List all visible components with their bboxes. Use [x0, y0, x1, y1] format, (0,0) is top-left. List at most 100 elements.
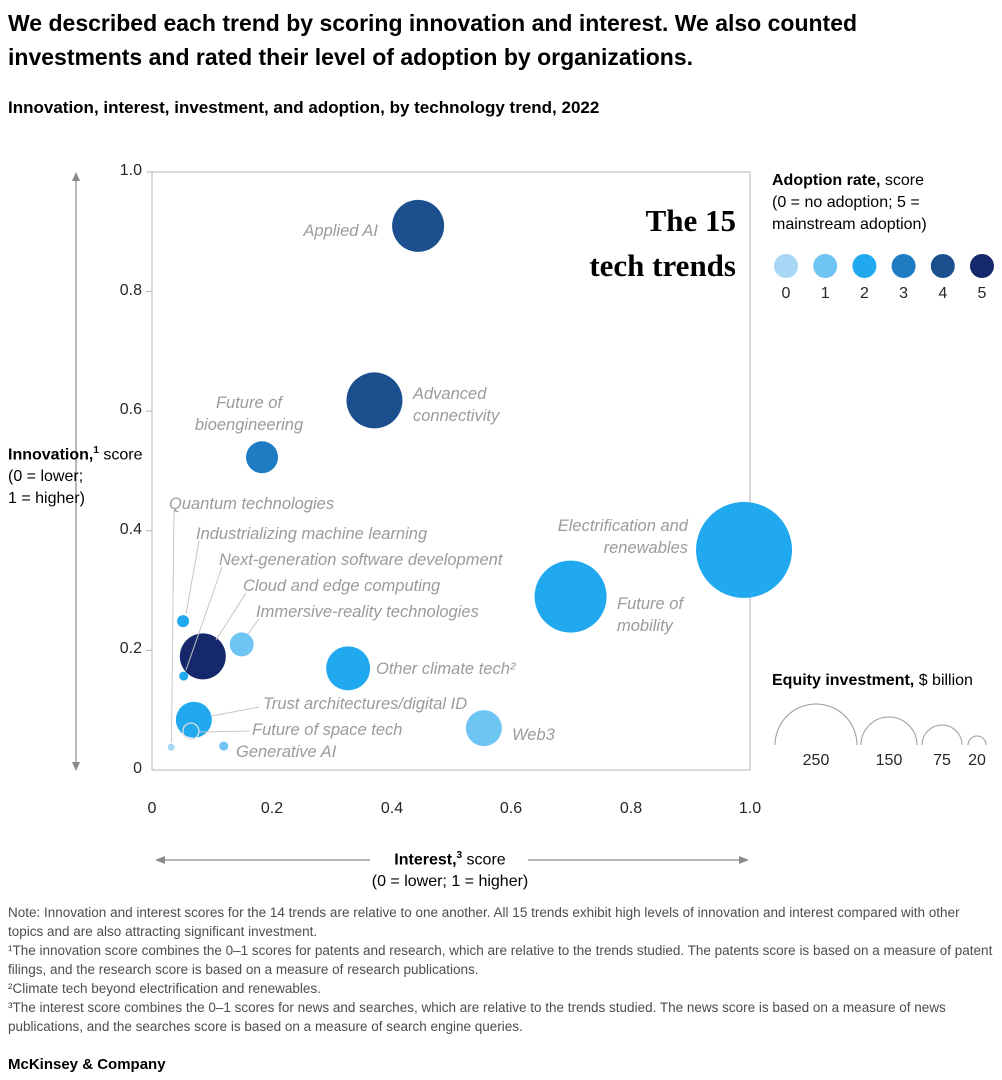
- x-tick-1.0: 1.0: [738, 800, 762, 817]
- label-web3: Web3: [512, 726, 555, 744]
- label-trust-architectures-digital-id: Trust architectures/digital ID: [263, 695, 468, 713]
- label-quantum-technologies: Quantum technologies: [169, 495, 335, 513]
- y-axis-subtitle-line1: (0 = lower;: [8, 468, 84, 486]
- adoption-dot-1: [813, 254, 838, 278]
- adoption-score-label-2: 2: [860, 285, 869, 302]
- label-applied-ai: Applied AI: [303, 222, 378, 240]
- label-advanced-connectivity: Advanced connectivity: [413, 385, 500, 425]
- adoption-dot-5: [970, 254, 994, 278]
- y-axis-title: Innovation,1 score (0 = lower; 1 = highe…: [8, 440, 150, 510]
- bubble-layer: [167, 199, 793, 751]
- label-immersive-reality-technologies: Immersive-reality technologies: [256, 603, 479, 621]
- x-axis-arrow-left-icon: [155, 856, 165, 864]
- callout-next-generation-software-development: [185, 566, 223, 671]
- y-axis-arrow-down-icon: [72, 762, 80, 771]
- callout-quantum-technologies: [171, 509, 175, 743]
- adoption-score-label-1: 1: [821, 285, 830, 302]
- equity-label-250: 250: [803, 752, 830, 769]
- y-axis-title-bold: Innovation,: [8, 446, 94, 464]
- label-generative-ai: Generative AI: [236, 743, 337, 761]
- x-tick-0.8: 0.8: [619, 800, 643, 817]
- bubble-future-of-mobility: [534, 560, 607, 633]
- bubble-advanced-connectivity: [346, 372, 403, 429]
- label-cloud-and-edge-computing: Cloud and edge computing: [243, 577, 441, 595]
- footnotes: Note: Innovation and interest scores for…: [8, 903, 996, 1036]
- x-axis-title-bold: Interest,: [394, 851, 457, 869]
- adoption-score-label-5: 5: [978, 285, 987, 302]
- y-tick-0.2: 0.2: [119, 640, 142, 657]
- equity-legend-title: Equity investment, $ billion: [772, 670, 1002, 692]
- y-tick-0.4: 0.4: [119, 521, 142, 538]
- bubble-other-climate-tech: [326, 646, 371, 691]
- callout-lines: [171, 509, 260, 743]
- bubble-trust-architectures-digital-id: [175, 701, 212, 738]
- page-title: We described each trend by scoring innov…: [8, 10, 858, 70]
- equity-label-75: 75: [933, 752, 951, 769]
- adoption-legend-title-bold: Adoption rate,: [772, 172, 881, 189]
- adoption-legend-line2: (0 = no adoption; 5 =: [772, 194, 920, 211]
- footnote-2: ²Climate tech beyond electrification and…: [8, 981, 321, 996]
- label-other-climate-tech: Other climate tech²: [376, 660, 516, 678]
- label-future-of-bioengineering: Future of bioengineering: [194, 394, 304, 434]
- label-next-generation-software-development: Next-generation software development: [219, 551, 503, 569]
- bubble-immersive-reality-technologies: [229, 632, 254, 657]
- x-axis-title: Interest,3 score (0 = lower; 1 = higher): [330, 845, 570, 893]
- plot-title: The 15 tech trends: [480, 198, 736, 288]
- y-axis-arrow-up-icon: [72, 172, 80, 181]
- y-axis-title-rest: score: [98, 446, 143, 464]
- y-tick-0.8: 0.8: [119, 282, 142, 299]
- equity-arc-20: [967, 735, 987, 746]
- footnote-1: ¹The innovation score combines the 0–1 s…: [8, 943, 993, 977]
- plot-border: [151, 171, 751, 771]
- adoption-dot-3: [891, 254, 916, 278]
- adoption-legend-dots: 0 1 2 3 4 5: [774, 254, 994, 302]
- equity-label-20: 20: [968, 752, 986, 769]
- x-tick-0.6: 0.6: [499, 800, 523, 817]
- label-future-of-mobility: Future of mobility: [617, 595, 684, 635]
- adoption-dot-4: [930, 254, 955, 278]
- y-axis-subtitle-line2: 1 = higher): [8, 490, 85, 508]
- adoption-legend-title: Adoption rate, score (0 = no adoption; 5…: [772, 170, 997, 236]
- equity-arc-250: [774, 703, 858, 746]
- plot-title-line2: tech trends: [589, 248, 736, 283]
- y-axis-ticks: [146, 171, 152, 651]
- bubble-industrializing-machine-learning: [177, 615, 190, 628]
- footnote-note: Note: Innovation and interest scores for…: [8, 905, 960, 939]
- bubble-cloud-and-edge-computing: [179, 633, 226, 680]
- bubble-applied-ai: [392, 199, 445, 252]
- adoption-legend-title-rest: score: [880, 172, 925, 189]
- bubble-next-generation-software-development: [179, 671, 189, 681]
- label-industrializing-machine-learning: Industrializing machine learning: [196, 525, 428, 543]
- bubble-generative-ai: [219, 741, 229, 751]
- callout-future-of-space-tech: [198, 730, 251, 733]
- equity-arc-75: [921, 724, 963, 746]
- label-future-of-space-tech: Future of space tech: [252, 721, 403, 739]
- label-electrification-and-renewables: Electrification and renewables: [557, 517, 688, 557]
- callout-cloud-and-edge-computing: [215, 592, 247, 641]
- axis-arrows: [72, 172, 749, 864]
- equity-label-150: 150: [876, 752, 903, 769]
- brand-footer: McKinsey & Company: [8, 1056, 166, 1073]
- x-axis-subtitle: (0 = lower; 1 = higher): [371, 873, 529, 891]
- x-tick-0.2: 0.2: [260, 800, 284, 817]
- x-tick-0: 0: [147, 800, 157, 817]
- y-axis-footnote-marker: 1: [93, 445, 99, 456]
- callout-industrializing-machine-learning: [185, 540, 200, 615]
- adoption-dot-0: [774, 254, 798, 278]
- bubble-quantum-technologies: [167, 743, 175, 751]
- bubble-electrification-and-renewables: [696, 501, 793, 598]
- equity-legend-arcs: 250 150 75 20: [774, 703, 987, 769]
- y-tick-0.6: 0.6: [119, 401, 142, 418]
- bubble-future-of-bioengineering: [246, 441, 279, 474]
- equity-arc-150: [860, 716, 918, 746]
- chart-subtitle: Innovation, interest, investment, and ad…: [8, 98, 600, 117]
- y-tick-1.0: 1.0: [119, 162, 142, 179]
- adoption-score-label-0: 0: [782, 285, 791, 302]
- adoption-score-label-3: 3: [899, 285, 908, 302]
- plot-title-line1: The 15: [645, 203, 736, 238]
- adoption-score-label-4: 4: [938, 285, 947, 302]
- callout-immersive-reality-technologies: [247, 618, 260, 635]
- x-tick-0.4: 0.4: [380, 800, 404, 817]
